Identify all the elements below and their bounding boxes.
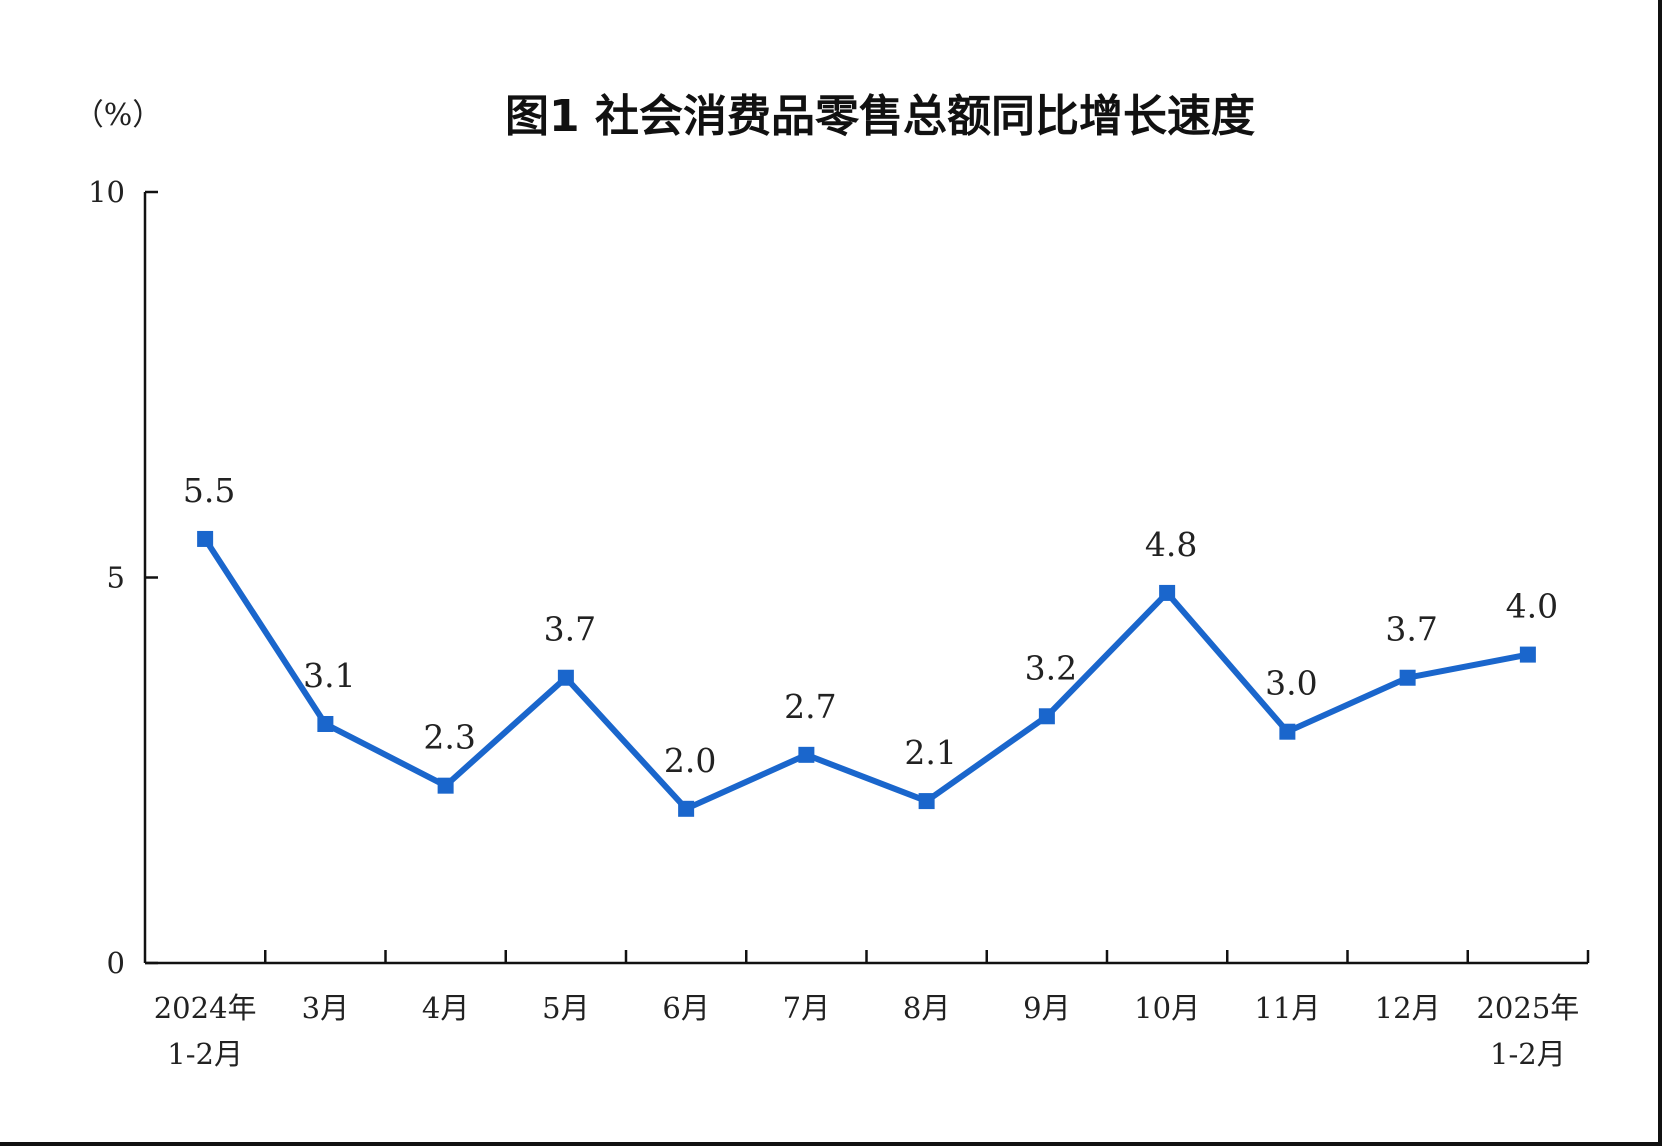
series-line [202,535,1531,812]
y-tick-label: 0 [107,946,125,980]
data-point-marker [678,800,695,817]
data-point-marker [1519,646,1536,663]
x-tick-label: 6月 [662,991,709,1025]
x-tick-label: 4月 [422,991,469,1025]
data-point-marker [557,669,574,686]
data-point-marker [1038,708,1055,725]
series-layer [197,530,1536,817]
x-tick-label: 12月 [1375,991,1441,1025]
data-label: 4.8 [1145,525,1197,564]
data-point-marker [1159,584,1176,601]
data-label: 2.1 [904,733,956,772]
data-label: 2.7 [784,687,836,726]
x-tick-label: 1-2月 [167,1037,243,1071]
x-tick-label: 11月 [1254,991,1320,1025]
data-point-marker [1399,669,1416,686]
chart-title: 图1 社会消费品零售总额同比增长速度 [505,91,1255,142]
data-label: 3.7 [544,610,596,649]
y-tick-label: 10 [88,175,125,209]
y-tick-label: 5 [107,561,125,595]
labels-layer: 2024年 1-2月 3月 4月 5月 6月 7月 8月 9月 10月 11月 12月 2025年 1-2… [154,471,1580,1071]
data-label: 3.1 [303,656,355,695]
data-label: 3.0 [1265,664,1317,703]
data-point-marker [197,530,214,547]
data-label: 3.7 [1385,610,1437,649]
data-point-marker [918,793,935,810]
x-tick-label: 2025年 [1476,991,1579,1025]
y-unit-label: （%） [74,98,163,133]
axes: 0 5 10 [88,175,1590,980]
data-point-marker [1279,723,1296,740]
x-tick-label: 3月 [302,991,349,1025]
x-tick-label: 2024年 [154,991,257,1025]
x-tick-label: 7月 [783,991,830,1025]
x-tick-label: 9月 [1023,991,1070,1025]
data-point-marker [437,777,454,794]
data-label: 3.2 [1025,648,1077,687]
data-label: 2.3 [423,718,475,757]
data-label: 2.0 [664,741,716,780]
x-tick-label: 5月 [542,991,589,1025]
data-label: 5.5 [183,471,235,510]
data-point-marker [317,715,334,732]
x-tick-label: 1-2月 [1490,1037,1566,1071]
data-point-marker [798,746,815,763]
x-tick-label: 10月 [1134,991,1200,1025]
data-label: 4.0 [1506,587,1558,626]
x-tick-label: 8月 [903,991,950,1025]
